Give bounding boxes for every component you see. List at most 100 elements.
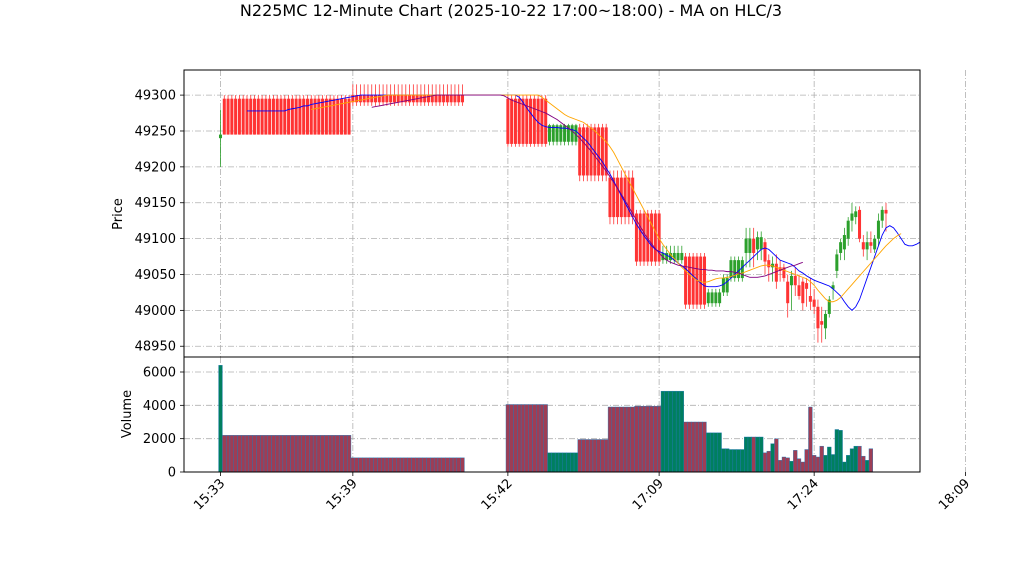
candle-body bbox=[309, 98, 313, 135]
candle-body bbox=[336, 98, 340, 135]
volume-bar bbox=[286, 435, 291, 473]
volume-bar bbox=[683, 421, 688, 473]
volume-bar bbox=[759, 436, 764, 473]
x-tick-label: 17:24 bbox=[785, 476, 822, 513]
volume-bar bbox=[766, 450, 771, 473]
volume-bar bbox=[320, 435, 325, 473]
volume-bar bbox=[532, 404, 537, 473]
volume-bar bbox=[536, 404, 541, 473]
candle-body bbox=[842, 235, 846, 250]
volume-bar bbox=[588, 439, 594, 473]
candle-body bbox=[744, 238, 748, 253]
candle-body bbox=[668, 252, 672, 261]
volume-bar bbox=[237, 435, 242, 473]
volume-bar bbox=[460, 457, 465, 473]
volume-bar bbox=[513, 404, 518, 473]
volume-panel: 0 2000 4000 6000 15:33 15:39 15:42 17:09 17:24 18… bbox=[143, 356, 973, 513]
candle-body bbox=[559, 125, 563, 142]
volume-bar bbox=[740, 449, 745, 473]
volume-bar bbox=[411, 457, 416, 473]
volume-bar bbox=[562, 452, 567, 473]
volume-bar bbox=[324, 435, 329, 473]
volume-bar bbox=[868, 448, 873, 473]
price-panel: 48950 49000 49050 49100 49150 49200 49250 49300 bbox=[135, 69, 966, 358]
candle-body bbox=[600, 127, 604, 176]
volume-bar bbox=[222, 435, 227, 473]
volume-bar bbox=[524, 404, 529, 473]
candle-body bbox=[434, 95, 438, 103]
candle-body bbox=[653, 213, 657, 262]
candle-body bbox=[400, 95, 404, 103]
candle-body bbox=[714, 292, 718, 304]
volume-bar bbox=[558, 452, 563, 473]
volume-bar bbox=[384, 457, 389, 473]
candle-body bbox=[797, 285, 801, 297]
volume-bar bbox=[815, 456, 821, 473]
volume-bar bbox=[706, 432, 711, 473]
candle-body bbox=[370, 95, 374, 103]
candle-body bbox=[597, 127, 601, 176]
volume-bar bbox=[623, 406, 628, 473]
volume-bar bbox=[309, 435, 314, 473]
volume-bar bbox=[649, 405, 654, 473]
candle-body bbox=[672, 252, 676, 261]
candle-body bbox=[510, 98, 514, 144]
volume-bar bbox=[297, 435, 302, 473]
volume-bar bbox=[600, 439, 605, 473]
volume-bar bbox=[271, 435, 276, 473]
candle-body bbox=[385, 95, 389, 103]
candle-body bbox=[710, 292, 714, 304]
volume-bar bbox=[312, 435, 318, 473]
candle-body bbox=[305, 98, 309, 135]
candle-body bbox=[234, 98, 238, 135]
candle-body bbox=[264, 98, 268, 135]
candle-body bbox=[222, 98, 226, 135]
volume-bar bbox=[732, 449, 737, 473]
candle-body bbox=[604, 127, 608, 176]
candle-body bbox=[691, 256, 695, 305]
volume-axis-label: Volume bbox=[120, 390, 135, 438]
candle-body bbox=[268, 98, 272, 135]
volume-bar bbox=[551, 452, 556, 473]
volume-bar bbox=[396, 457, 401, 473]
candle-body bbox=[767, 260, 771, 268]
candle-body bbox=[835, 254, 839, 271]
volume-bar bbox=[611, 406, 616, 473]
volume-bar bbox=[275, 435, 280, 473]
candle-body bbox=[294, 98, 298, 135]
candle-body bbox=[676, 252, 680, 261]
candle-body bbox=[517, 98, 521, 144]
candle-body bbox=[381, 95, 385, 103]
candle-body bbox=[218, 134, 223, 139]
volume-bar bbox=[403, 457, 408, 473]
x-tick-label: 15:42 bbox=[479, 476, 516, 513]
volume-bar bbox=[260, 435, 265, 473]
volume-bar bbox=[418, 457, 423, 473]
volume-bar bbox=[339, 435, 344, 473]
candle-body bbox=[789, 275, 793, 286]
volume-bar bbox=[248, 435, 253, 473]
volume-bar bbox=[778, 460, 783, 473]
volume-bar bbox=[849, 448, 855, 473]
candle-body bbox=[351, 95, 355, 103]
candle-body bbox=[419, 95, 423, 103]
volume-bar bbox=[233, 435, 238, 473]
candle-body bbox=[396, 95, 400, 103]
candle-body bbox=[657, 213, 661, 262]
volume-bar bbox=[282, 435, 287, 473]
candle-body bbox=[506, 98, 510, 144]
volume-bar bbox=[804, 449, 809, 473]
candle-body bbox=[438, 95, 442, 103]
candle-body bbox=[827, 299, 831, 314]
candle-body bbox=[608, 177, 612, 218]
volume-bar bbox=[853, 445, 858, 473]
candle-body bbox=[631, 177, 635, 218]
chart-title: N225MC 12-Minute Chart (2025-10-22 17:00… bbox=[240, 1, 782, 20]
volume-bar bbox=[830, 454, 836, 473]
volume-bar bbox=[619, 406, 624, 473]
volume-bar bbox=[694, 421, 700, 473]
candle-body bbox=[339, 98, 344, 135]
volume-frame bbox=[183, 356, 921, 473]
candle-body bbox=[283, 98, 287, 135]
